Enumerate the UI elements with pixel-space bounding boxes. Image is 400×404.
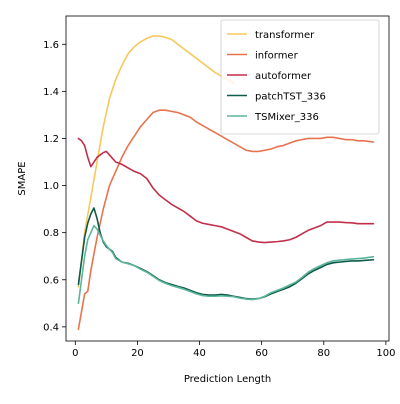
series-line-informer <box>77 109 375 331</box>
x-tick-label: 0 <box>72 348 78 359</box>
y-tick-label: 1.6 <box>43 40 59 51</box>
legend-label-transformer: transformer <box>255 30 315 41</box>
y-tick-label: 0.4 <box>43 322 59 333</box>
plot-frame <box>65 15 390 342</box>
series-layer <box>77 35 375 331</box>
legend-label-autoformer: autoformer <box>255 71 312 82</box>
legend-box <box>220 19 380 135</box>
legend-items: transformer informer autoformer patchTST_33… <box>227 30 326 123</box>
y-tick-label: 1.0 <box>43 181 59 192</box>
series-line-autoformer <box>77 137 375 244</box>
y-tick-label: 0.6 <box>43 275 59 286</box>
legend-label-patchtst-336: patchTST_336 <box>255 92 326 103</box>
legend: transformer informer autoformer patchTST_33… <box>220 19 380 135</box>
x-axis-label: Prediction Length <box>184 374 271 385</box>
x-tick-label: 100 <box>376 348 395 359</box>
series-line-tsmixer-336 <box>77 224 375 305</box>
plot-area: 0 20 40 60 80 100 0.4 0.6 0.8 1.0 1.2 1.4 1.6 <box>43 15 395 359</box>
y-tick-label: 1.4 <box>43 87 59 98</box>
legend-label-tsmixer-336: TSMixer_336 <box>254 112 319 123</box>
x-tick-label: 40 <box>193 348 206 359</box>
y-tick-label: 0.8 <box>43 228 59 239</box>
x-axis-ticks: 0 20 40 60 80 100 <box>72 341 395 359</box>
y-tick-label: 1.2 <box>43 134 59 145</box>
x-tick-label: 60 <box>255 348 268 359</box>
legend-label-informer: informer <box>255 51 299 62</box>
series-line-transformer <box>77 35 235 288</box>
x-tick-label: 80 <box>317 348 330 359</box>
y-axis-label: SMAPE <box>17 161 28 195</box>
y-axis-ticks: 0.4 0.6 0.8 1.0 1.2 1.4 1.6 <box>43 40 66 333</box>
x-tick-label: 20 <box>131 348 144 359</box>
